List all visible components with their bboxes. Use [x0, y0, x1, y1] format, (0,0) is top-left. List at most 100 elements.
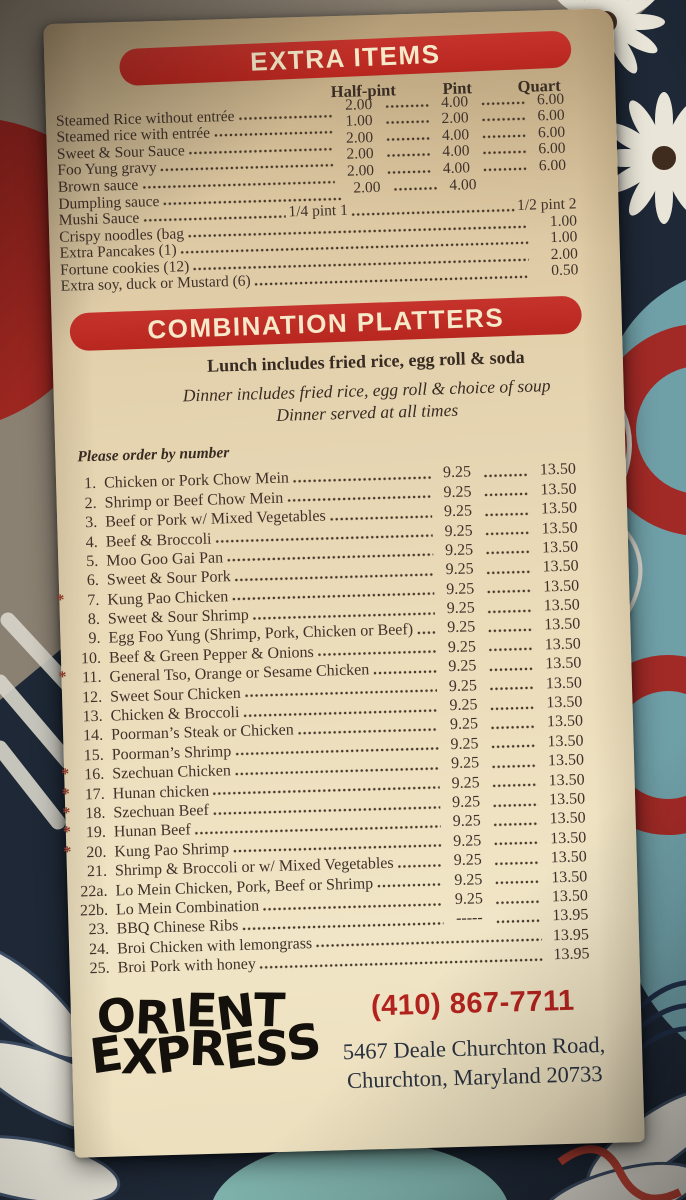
- price: 1.00: [550, 228, 578, 247]
- price-pint: 4.00: [442, 159, 471, 177]
- dinner-price: 13.50: [542, 577, 580, 596]
- price-quart: 6.00: [538, 156, 567, 175]
- lunch-price: 9.25: [447, 618, 476, 637]
- item-name: Hunan chicken: [112, 782, 210, 803]
- item-number: 23.: [88, 921, 109, 939]
- dot-leader: [486, 588, 533, 596]
- spicy-star-icon: *: [63, 843, 72, 861]
- lunch-price: 9.25: [449, 696, 478, 715]
- logo-letter: E: [221, 1020, 259, 1082]
- price-pint: 4.00: [449, 175, 477, 194]
- item-name: Sweet & Sour Pork: [106, 568, 232, 589]
- dot-leader: [487, 626, 534, 635]
- logo-letter: S: [283, 1012, 323, 1074]
- dot-leader: [486, 607, 533, 615]
- lunch-note: Lunch includes fried rice, egg roll & so…: [206, 346, 525, 376]
- spicy-star-icon: *: [62, 804, 71, 822]
- logo-letter: S: [253, 1020, 289, 1078]
- item-number: * 17.: [61, 785, 106, 803]
- lunch-price: 9.25: [447, 638, 477, 656]
- dot-leader: [485, 549, 532, 557]
- item-number: 15.: [83, 746, 104, 765]
- lunch-price: 9.25: [442, 463, 472, 482]
- item-number: 21.: [86, 862, 108, 881]
- lunch-price: 9.25: [448, 676, 478, 695]
- price-pint: 4.00: [440, 92, 469, 111]
- dot-leader: [372, 668, 437, 677]
- dot-leader: [488, 684, 536, 693]
- dot-leader: [492, 820, 539, 828]
- price-half-pint: 2.00: [344, 95, 373, 114]
- item-number: 14.: [82, 727, 104, 745]
- lunch-price: 9.25: [445, 560, 474, 579]
- dot-leader: [495, 917, 542, 925]
- item-number: 22b.: [79, 901, 109, 920]
- dot-leader: [481, 149, 527, 157]
- spicy-star-icon: *: [56, 591, 65, 609]
- item-number: 12.: [81, 688, 103, 706]
- item-number: 9.: [88, 630, 101, 648]
- item-number: 2.: [84, 494, 97, 512]
- dot-leader: [493, 859, 540, 867]
- lunch-price: 9.25: [448, 657, 477, 676]
- logo-line-express: EXPRESS: [86, 1012, 323, 1086]
- address-line-2: Churchton, Maryland 20733: [346, 1061, 603, 1094]
- lunch-price: 9.25: [449, 715, 479, 734]
- lunch-price: 9.25: [453, 832, 482, 850]
- item-number: 25.: [89, 959, 110, 978]
- dot-leader: [253, 273, 530, 287]
- item-number: 22a.: [80, 882, 108, 901]
- dinner-price: 13.95: [553, 945, 590, 964]
- item-name: BBQ Chinese Ribs: [116, 917, 239, 938]
- dot-leader: [416, 629, 436, 637]
- dot-leader: [481, 115, 526, 124]
- dot-leader: [485, 568, 532, 576]
- dinner-price: 13.50: [548, 770, 585, 789]
- dinner-price: 13.50: [549, 809, 586, 828]
- price-half-pint: 2.00: [353, 178, 381, 197]
- dot-leader: [142, 213, 286, 224]
- dot-leader: [494, 878, 541, 887]
- pint-note: 1/4 pint 1: [288, 201, 349, 221]
- lunch-price: 9.25: [445, 580, 475, 598]
- item-name: Sweet Sour Chicken: [109, 684, 241, 706]
- dinner-price: 13.50: [544, 635, 582, 654]
- item-number: * 7.: [56, 591, 100, 609]
- spicy-star-icon: *: [61, 785, 71, 803]
- item-name: Moo Goo Gai Pan: [106, 549, 224, 570]
- lunch-price: 9.25: [451, 773, 480, 792]
- dinner-price: 13.50: [545, 654, 582, 673]
- item-name: Beef & Broccoli: [105, 530, 212, 551]
- dot-leader: [296, 726, 439, 737]
- item-name: Hunan Beef: [113, 821, 191, 841]
- dinner-price: 13.50: [551, 887, 589, 906]
- combination-platters-list: 1. Chicken or Pork Chow Mein 9.25 13.50 2. Sh…: [56, 460, 598, 978]
- item-number: * 16.: [61, 765, 105, 784]
- lunch-price: 9.25: [452, 812, 481, 831]
- dot-leader: [213, 129, 334, 139]
- dinner-price: 13.50: [548, 790, 586, 809]
- logo-letter: E: [86, 1025, 124, 1086]
- logo-letter: X: [119, 1029, 158, 1086]
- item-name: Broi Pork with honey: [117, 955, 257, 977]
- lunch-price: 9.25: [450, 754, 480, 773]
- phone-number: (410) 867-7711: [370, 984, 576, 1023]
- spicy-star-icon: *: [58, 669, 67, 687]
- item-number: 10.: [80, 649, 102, 668]
- combination-platters-banner: COMBINATION PLATTERS: [69, 295, 583, 351]
- price-pint: 4.00: [441, 126, 470, 144]
- item-name: Chicken & Broccoli: [110, 703, 240, 725]
- dot-leader: [494, 898, 542, 906]
- dot-leader: [484, 510, 531, 518]
- dot-leader: [482, 471, 530, 479]
- lunch-price: 9.25: [454, 870, 483, 889]
- price-quart: 6.00: [537, 106, 565, 125]
- restaurant-logo: ORIENT EXPRESS: [87, 982, 323, 1107]
- item-number: * 20.: [63, 843, 107, 862]
- dot-leader: [490, 743, 537, 751]
- price-quart: 6.00: [536, 90, 565, 108]
- lunch-price: 9.25: [454, 890, 484, 908]
- dot-leader: [384, 102, 429, 110]
- dot-leader: [484, 529, 531, 538]
